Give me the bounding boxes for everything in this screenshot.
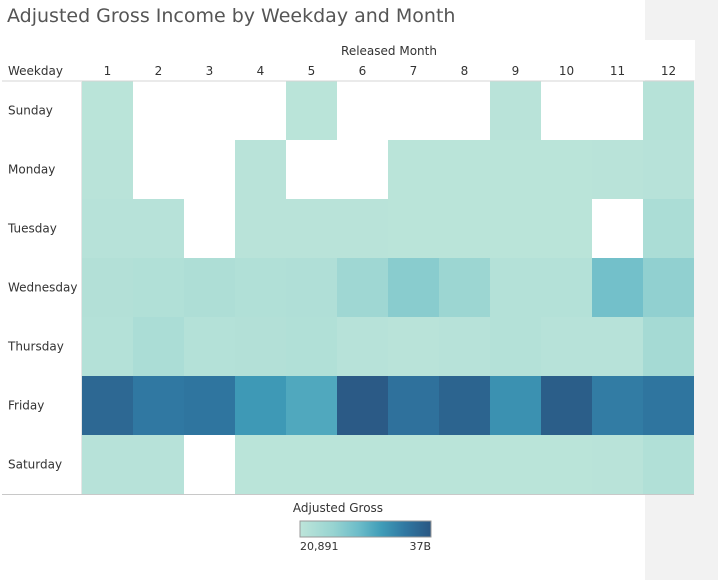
heatmap-cell xyxy=(439,140,490,199)
heatmap-cell xyxy=(286,317,337,376)
heatmap-cell xyxy=(592,258,643,317)
column-label: 6 xyxy=(359,64,367,78)
heatmap-cell xyxy=(184,376,235,435)
heatmap-cell xyxy=(439,435,490,494)
heatmap-cell xyxy=(82,81,133,140)
heatmap-cell xyxy=(592,376,643,435)
heatmap-cell xyxy=(643,199,694,258)
heatmap-cell xyxy=(592,435,643,494)
column-label: 7 xyxy=(410,64,418,78)
heatmap-cell xyxy=(439,376,490,435)
heatmap-cell xyxy=(82,317,133,376)
heatmap-cell xyxy=(133,258,184,317)
legend-color-bar xyxy=(299,520,432,538)
heatmap-cell xyxy=(490,81,541,140)
column-label: 4 xyxy=(257,64,265,78)
heatmap-cell xyxy=(235,258,286,317)
heatmap-cell xyxy=(541,199,592,258)
row-label: Saturday xyxy=(8,458,62,472)
row-label: Friday xyxy=(8,399,44,413)
heatmap-cell xyxy=(235,199,286,258)
column-label: 1 xyxy=(104,64,112,78)
heatmap-cell xyxy=(490,258,541,317)
heatmap-cell xyxy=(82,140,133,199)
heatmap-cell xyxy=(643,258,694,317)
column-label: 2 xyxy=(155,64,163,78)
row-field-label: Weekday xyxy=(8,64,63,78)
heatmap-cell xyxy=(643,376,694,435)
heatmap-cell xyxy=(286,81,337,140)
heatmap-cell xyxy=(337,317,388,376)
heatmap-cell xyxy=(82,376,133,435)
heatmap-cell xyxy=(388,435,439,494)
heatmap-cell xyxy=(82,435,133,494)
heatmap-cell xyxy=(388,258,439,317)
row-label: Tuesday xyxy=(7,222,57,236)
heatmap-cell xyxy=(133,435,184,494)
header-strip xyxy=(645,40,695,80)
heatmap-cell xyxy=(388,376,439,435)
column-label: 12 xyxy=(661,64,676,78)
column-label: 11 xyxy=(610,64,625,78)
legend-max-label: 37B xyxy=(409,540,431,553)
heatmap-cell xyxy=(490,140,541,199)
heatmap-cell xyxy=(133,317,184,376)
heatmap-cell xyxy=(541,376,592,435)
heatmap-cell xyxy=(490,376,541,435)
heatmap-cell xyxy=(133,199,184,258)
row-label: Thursday xyxy=(7,340,64,354)
heatmap-cell xyxy=(286,376,337,435)
heatmap-cell xyxy=(388,199,439,258)
heatmap-cell xyxy=(286,258,337,317)
heatmap-cell xyxy=(235,317,286,376)
heatmap-cell xyxy=(337,376,388,435)
heatmap-cell xyxy=(439,199,490,258)
heatmap-cell xyxy=(388,140,439,199)
heatmap-cell xyxy=(235,140,286,199)
heatmap-cell xyxy=(337,435,388,494)
row-label: Monday xyxy=(8,163,55,177)
heatmap-cell xyxy=(82,258,133,317)
heatmap-cell xyxy=(439,258,490,317)
heatmap-cell xyxy=(541,435,592,494)
heatmap-cell xyxy=(184,258,235,317)
heatmap-cell xyxy=(235,435,286,494)
column-label: 10 xyxy=(559,64,574,78)
legend-min-label: 20,891 xyxy=(300,540,339,553)
heatmap-cell xyxy=(541,140,592,199)
heatmap-cell xyxy=(235,376,286,435)
heatmap-cell xyxy=(490,435,541,494)
heatmap-cell xyxy=(337,199,388,258)
heatmap-cell xyxy=(337,258,388,317)
heatmap-cell xyxy=(592,317,643,376)
row-label: Wednesday xyxy=(8,281,77,295)
heatmap-cell xyxy=(82,199,133,258)
heatmap-cell xyxy=(133,376,184,435)
row-label: Sunday xyxy=(8,104,53,118)
column-label: 8 xyxy=(461,64,469,78)
heatmap-cell xyxy=(541,317,592,376)
column-field-label: Released Month xyxy=(341,44,437,58)
heatmap-cell xyxy=(643,317,694,376)
chart-title: Adjusted Gross Income by Weekday and Mon… xyxy=(7,5,456,27)
legend-title: Adjusted Gross xyxy=(292,501,384,515)
heatmap-cell xyxy=(643,140,694,199)
heatmap-cell xyxy=(643,81,694,140)
heatmap-cell xyxy=(541,258,592,317)
column-label: 5 xyxy=(308,64,316,78)
heatmap-cell xyxy=(184,317,235,376)
heatmap-cell xyxy=(592,140,643,199)
heatmap-cell xyxy=(388,317,439,376)
column-label: 9 xyxy=(512,64,520,78)
column-label: 3 xyxy=(206,64,214,78)
heatmap-cell xyxy=(490,317,541,376)
heatmap-cell xyxy=(439,317,490,376)
heatmap-cell xyxy=(286,435,337,494)
heatmap-cell xyxy=(490,199,541,258)
heatmap-cell xyxy=(643,435,694,494)
heatmap-cell xyxy=(286,199,337,258)
